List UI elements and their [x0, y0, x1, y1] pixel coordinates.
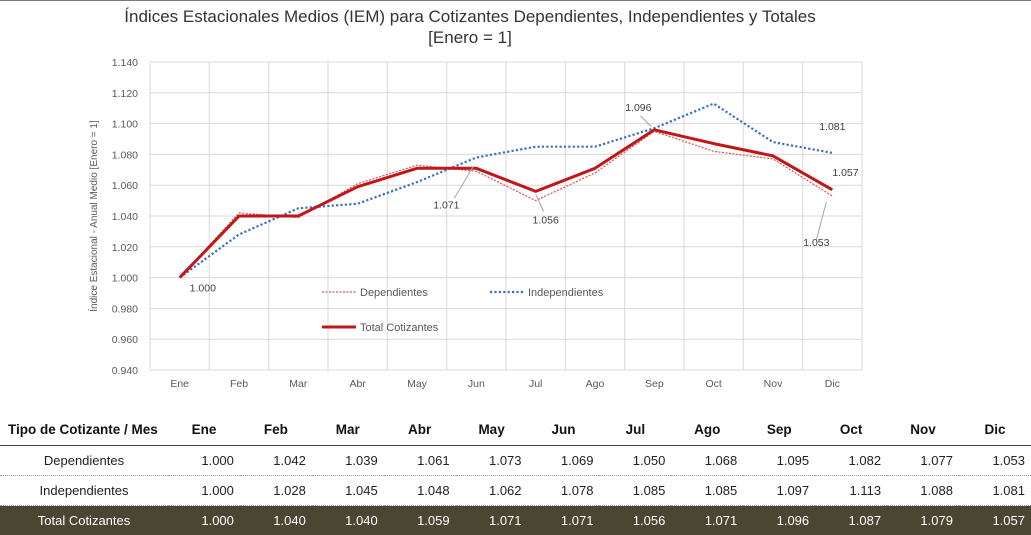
table-header-month: Jul	[599, 413, 671, 446]
table-cell: 1.068	[671, 446, 743, 476]
table-cell: 1.071	[456, 506, 528, 535]
x-tick-label: Nov	[764, 378, 783, 390]
table-cell: 1.082	[815, 446, 887, 476]
table-cell: 1.077	[887, 446, 959, 476]
table-cell: 1.000	[168, 506, 240, 535]
table-header-month: Ene	[168, 413, 240, 446]
table-cell: 1.040	[240, 506, 312, 535]
y-axis-label: Índice Estacional - Anual Medio [Enero =…	[87, 120, 100, 312]
table-row-label: Independientes	[0, 476, 168, 506]
table-cell: 1.085	[671, 476, 743, 506]
legend-label: Total Cotizantes	[360, 322, 439, 334]
table-cell: 1.071	[671, 506, 743, 535]
table-cell: 1.053	[959, 446, 1031, 476]
table-row-label: Total Cotizantes	[0, 506, 168, 535]
table-header-month: Dic	[959, 413, 1031, 446]
table-header-month: May	[456, 413, 528, 446]
table-header-row: Tipo de Cotizante / Mes Ene Feb Mar Abr …	[0, 413, 1031, 446]
table-cell: 1.056	[599, 506, 671, 535]
y-tick-label: 1.080	[112, 149, 138, 161]
table-cell: 1.042	[240, 446, 312, 476]
table-cell: 1.085	[599, 476, 671, 506]
y-tick-label: 1.040	[112, 211, 138, 223]
table-header-month: Feb	[240, 413, 312, 446]
legend-label: Independientes	[528, 287, 604, 299]
table-cell: 1.062	[456, 476, 528, 506]
table-cell: 1.078	[528, 476, 600, 506]
table-cell: 1.097	[743, 476, 815, 506]
x-tick-label: Sep	[645, 378, 664, 390]
y-tick-label: 1.120	[112, 88, 138, 100]
y-tick-label: 1.000	[112, 273, 138, 285]
table-cell: 1.079	[887, 506, 959, 535]
data-label: 1.000	[190, 283, 216, 295]
x-tick-label: Feb	[230, 378, 248, 390]
table-header-month: Sep	[743, 413, 815, 446]
data-label: 1.096	[625, 102, 651, 114]
table-cell: 1.095	[743, 446, 815, 476]
table-cell: 1.028	[240, 476, 312, 506]
table-cell: 1.069	[528, 446, 600, 476]
table-header-month: Nov	[887, 413, 959, 446]
table-cell: 1.040	[312, 506, 384, 535]
x-tick-label: Ago	[586, 378, 605, 390]
y-tick-label: 0.980	[112, 303, 138, 315]
table-cell: 1.081	[959, 476, 1031, 506]
table-cell: 1.113	[815, 476, 887, 506]
data-table-container: Tipo de Cotizante / Mes Ene Feb Mar Abr …	[0, 413, 1031, 535]
y-tick-label: 1.020	[112, 242, 138, 254]
table-cell: 1.000	[168, 476, 240, 506]
table-cell: 1.059	[384, 506, 456, 535]
table-cell: 1.050	[599, 446, 671, 476]
data-label: 1.053	[803, 237, 829, 249]
annotation-leader	[816, 202, 826, 240]
line-chart: 0.940 0.960 0.980 1.000 1.020 1.040 1.060 1.080…	[0, 0, 1031, 410]
annotation-leader	[454, 166, 473, 198]
x-tick-label: Dic	[825, 378, 840, 390]
y-tick-label: 1.100	[112, 119, 138, 131]
table-cell: 1.073	[456, 446, 528, 476]
data-label: 1.071	[433, 199, 459, 211]
table-header-month: Jun	[528, 413, 600, 446]
table-cell: 1.096	[743, 506, 815, 535]
data-label: 1.056	[533, 214, 559, 226]
data-table: Tipo de Cotizante / Mes Ene Feb Mar Abr …	[0, 413, 1031, 535]
x-tick-label: Ene	[170, 378, 189, 390]
table-row-label: Dependientes	[0, 446, 168, 476]
table-cell: 1.061	[384, 446, 456, 476]
table-header-first: Tipo de Cotizante / Mes	[0, 413, 168, 446]
data-label: 1.081	[819, 121, 845, 133]
x-tick-label: Mar	[289, 378, 308, 390]
table-cell: 1.088	[887, 476, 959, 506]
x-tick-label: Oct	[705, 378, 721, 390]
x-tick-label: May	[407, 378, 428, 390]
legend-label: Dependientes	[360, 287, 428, 299]
y-tick-label: 1.140	[112, 57, 138, 69]
table-cell: 1.039	[312, 446, 384, 476]
y-tick-label: 1.060	[112, 180, 138, 192]
annotation-leader	[640, 116, 651, 127]
table-header-month: Abr	[384, 413, 456, 446]
table-cell: 1.000	[168, 446, 240, 476]
data-label: 1.057	[832, 167, 858, 179]
table-cell: 1.057	[959, 506, 1031, 535]
table-cell: 1.048	[384, 476, 456, 506]
x-tick-label: Abr	[349, 378, 366, 390]
table-header-month: Oct	[815, 413, 887, 446]
x-tick-label: Jul	[529, 378, 542, 390]
table-header-month: Ago	[671, 413, 743, 446]
table-cell: 1.071	[528, 506, 600, 535]
table-cell: 1.087	[815, 506, 887, 535]
table-cell: 1.045	[312, 476, 384, 506]
x-tick-label: Jun	[468, 378, 485, 390]
y-tick-label: 0.940	[112, 365, 138, 377]
table-header-month: Mar	[312, 413, 384, 446]
y-tick-label: 0.960	[112, 334, 138, 346]
